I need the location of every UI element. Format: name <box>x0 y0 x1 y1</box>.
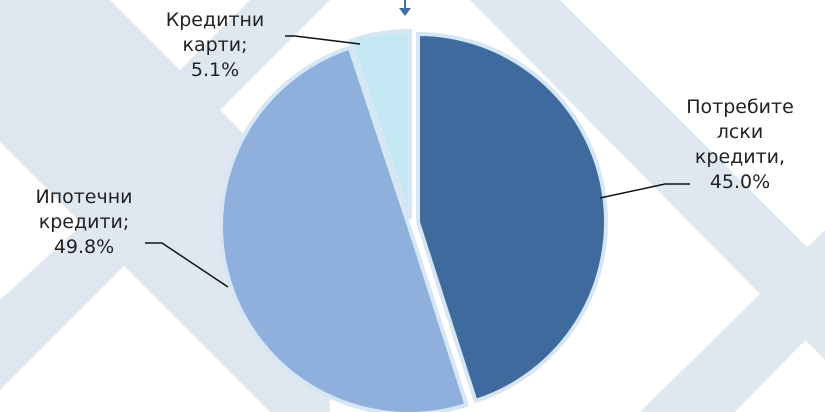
slice-name: Кредитни карти; <box>165 9 265 56</box>
arrow <box>399 0 411 16</box>
pie <box>219 28 608 412</box>
pie-slice <box>348 28 412 220</box>
slice-name: Ипотечни кредити; <box>35 186 133 233</box>
slice-label: Потребителски кредити, 45.0% <box>682 95 798 195</box>
pie-slice <box>416 31 608 404</box>
slice-value: 49.8% <box>53 236 115 258</box>
leader-lines <box>145 35 690 288</box>
slice-value: 5.1% <box>190 59 240 81</box>
slice-value: 45.0% <box>709 171 771 193</box>
slice-label: Кредитни карти; 5.1% <box>140 8 290 83</box>
pie-slice <box>219 45 470 412</box>
slice-label: Ипотечни кредити; 49.8% <box>8 185 160 260</box>
slice-name: Потребителски кредити, <box>686 96 794 168</box>
